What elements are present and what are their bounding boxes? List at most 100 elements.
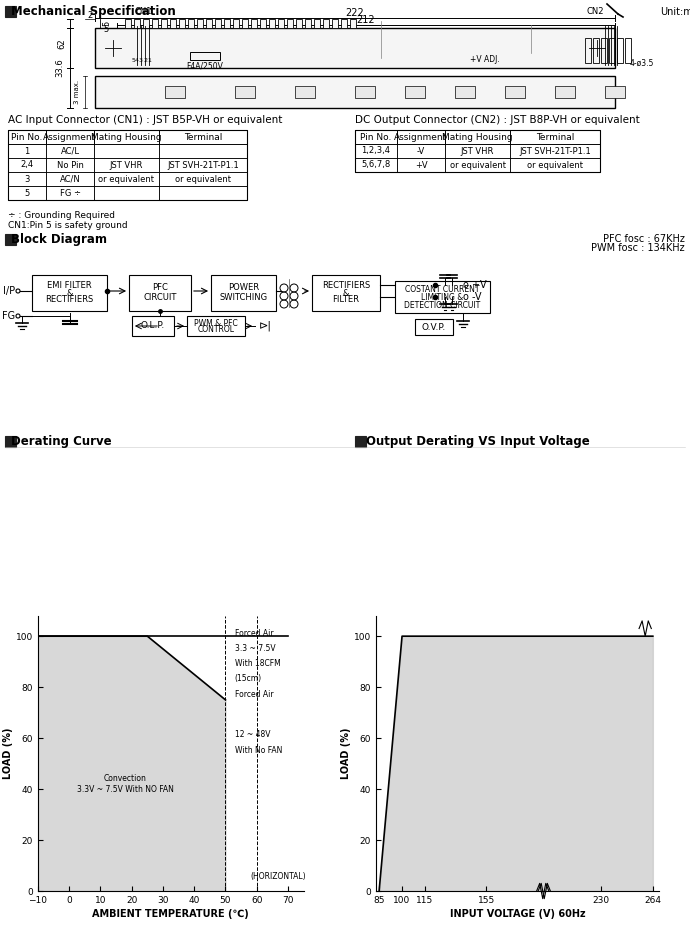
- Text: Block Diagram: Block Diagram: [11, 233, 107, 246]
- Bar: [46, 130, 94, 144]
- Bar: [8, 158, 46, 172]
- Bar: [445, 158, 510, 172]
- Bar: [505, 86, 525, 98]
- Bar: [8, 130, 247, 200]
- Text: POWER: POWER: [228, 284, 259, 293]
- Bar: [260, 19, 266, 28]
- Text: 5: 5: [131, 58, 135, 63]
- Bar: [296, 19, 302, 28]
- Bar: [125, 19, 131, 28]
- Bar: [455, 86, 475, 98]
- Bar: [235, 86, 255, 98]
- Text: +V ADJ.: +V ADJ.: [470, 55, 500, 64]
- Bar: [190, 52, 220, 60]
- Bar: [94, 186, 159, 200]
- X-axis label: INPUT VOLTAGE (V) 60Hz: INPUT VOLTAGE (V) 60Hz: [450, 909, 585, 919]
- Bar: [397, 130, 445, 144]
- Text: 12 ~ 48V: 12 ~ 48V: [235, 731, 270, 740]
- Bar: [215, 19, 221, 28]
- Bar: [152, 19, 158, 28]
- Text: ÷ : Grounding Required: ÷ : Grounding Required: [8, 211, 115, 220]
- Text: JST VHR: JST VHR: [110, 160, 144, 170]
- Bar: [179, 19, 185, 28]
- Text: 5: 5: [104, 24, 108, 34]
- Bar: [355, 436, 366, 447]
- Text: LIMITING &: LIMITING &: [422, 293, 464, 301]
- Y-axis label: LOAD (%): LOAD (%): [3, 728, 13, 779]
- Text: (15cm): (15cm): [235, 675, 262, 683]
- Bar: [609, 38, 615, 63]
- X-axis label: AMBIENT TEMPERATURE (℃): AMBIENT TEMPERATURE (℃): [92, 909, 249, 919]
- Text: Terminal: Terminal: [536, 132, 574, 142]
- Bar: [287, 19, 293, 28]
- Text: 222: 222: [346, 8, 364, 18]
- Bar: [32, 275, 107, 311]
- Text: COSTANT CURRENT: COSTANT CURRENT: [405, 285, 480, 294]
- Text: 3: 3: [139, 58, 143, 63]
- Bar: [95, 76, 615, 108]
- Text: PWM & PFC: PWM & PFC: [194, 318, 238, 327]
- Text: 212: 212: [357, 15, 375, 25]
- Text: Unit:mm: Unit:mm: [660, 7, 690, 17]
- Text: 5,6,7,8: 5,6,7,8: [362, 160, 391, 170]
- Bar: [445, 130, 510, 144]
- Text: 1,2,3,4: 1,2,3,4: [362, 146, 391, 156]
- Bar: [242, 19, 248, 28]
- Bar: [395, 281, 490, 313]
- Text: JST SVH-21T-P1.1: JST SVH-21T-P1.1: [167, 160, 239, 170]
- Text: &: &: [66, 288, 72, 298]
- Text: Derating Curve: Derating Curve: [11, 435, 112, 448]
- Bar: [305, 19, 311, 28]
- Text: CIRCUIT: CIRCUIT: [144, 294, 177, 302]
- Bar: [617, 38, 623, 63]
- Bar: [143, 19, 149, 28]
- Text: FG: FG: [2, 311, 15, 321]
- Text: RECTIFIERS: RECTIFIERS: [46, 296, 94, 304]
- Bar: [355, 86, 375, 98]
- Text: 5: 5: [103, 21, 112, 26]
- Text: Mechanical Specification: Mechanical Specification: [11, 6, 176, 19]
- Text: CN2: CN2: [586, 7, 604, 16]
- Text: With 18CFM: With 18CFM: [235, 659, 281, 668]
- Text: O.V.P.: O.V.P.: [422, 323, 446, 331]
- Bar: [8, 144, 46, 158]
- Bar: [46, 144, 94, 158]
- Bar: [5, 436, 16, 447]
- Bar: [197, 19, 203, 28]
- Text: PWM fosc : 134KHz: PWM fosc : 134KHz: [591, 243, 685, 253]
- Bar: [161, 19, 167, 28]
- Bar: [170, 19, 176, 28]
- Text: o -V: o -V: [463, 292, 482, 302]
- Text: or equivalent: or equivalent: [527, 160, 583, 170]
- Bar: [312, 275, 380, 311]
- Bar: [605, 86, 625, 98]
- Text: SWITCHING: SWITCHING: [219, 294, 268, 302]
- Text: Pin No.: Pin No.: [360, 132, 392, 142]
- Bar: [95, 28, 615, 68]
- Bar: [46, 172, 94, 186]
- Text: 62: 62: [57, 38, 66, 49]
- Text: Assignment: Assignment: [43, 132, 97, 142]
- Bar: [341, 19, 347, 28]
- Bar: [94, 158, 159, 172]
- Text: CN1: CN1: [135, 7, 152, 16]
- Bar: [8, 186, 46, 200]
- Bar: [355, 130, 600, 172]
- Text: O.L.P.: O.L.P.: [141, 322, 165, 330]
- Bar: [593, 38, 599, 63]
- Text: Mating Housing: Mating Housing: [442, 132, 513, 142]
- Bar: [5, 234, 16, 245]
- Bar: [355, 144, 397, 158]
- Text: o +V: o +V: [463, 280, 486, 290]
- Text: DC Output Connector (CN2) : JST B8P-VH or equivalent: DC Output Connector (CN2) : JST B8P-VH o…: [355, 115, 640, 125]
- Bar: [295, 86, 315, 98]
- Bar: [159, 186, 247, 200]
- Text: 33.6: 33.6: [55, 59, 64, 77]
- Bar: [355, 158, 397, 172]
- Bar: [510, 130, 600, 144]
- Text: I/P: I/P: [3, 286, 15, 296]
- Bar: [46, 158, 94, 172]
- Text: 2: 2: [88, 10, 92, 20]
- Text: RECTIFIERS: RECTIFIERS: [322, 282, 370, 290]
- Text: DETECTION CIRCUIT: DETECTION CIRCUIT: [404, 300, 481, 310]
